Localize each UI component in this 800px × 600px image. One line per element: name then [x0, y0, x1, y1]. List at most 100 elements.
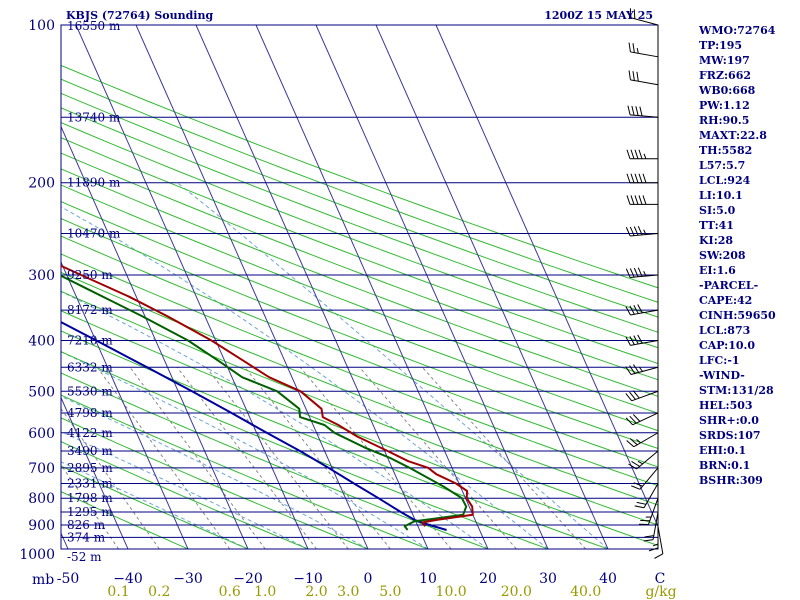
temperature-tick-label: −10 [293, 571, 323, 587]
wind-barb [648, 519, 659, 552]
wind-barb [630, 467, 659, 490]
stat-line: CAP:10.0 [699, 339, 756, 352]
pressure-tick-label: 100 [28, 18, 55, 34]
height-label: 11890 m [67, 176, 121, 190]
height-label: 10470 m [67, 227, 121, 241]
moist-adiabat-line [61, 206, 549, 549]
wind-barb-flag [630, 149, 635, 159]
dry-adiabat-line [61, 290, 658, 526]
mixing-ratio-label: 10.0 [436, 584, 467, 600]
dry-adiabat-line [61, 137, 658, 365]
wind-barb-flag [628, 463, 637, 470]
wind-barb-flag [629, 415, 637, 424]
wind-barb-flag [634, 195, 639, 205]
dry-adiabat-line [61, 310, 658, 547]
isotherm-line [135, 25, 369, 549]
pressure-tick-label: 800 [28, 491, 55, 507]
mixing-ratio-line [96, 366, 231, 549]
wind-barb [626, 195, 658, 205]
wind-barb-staff [630, 274, 659, 278]
wind-barb-staff [636, 450, 659, 470]
isotherm-line [75, 25, 309, 549]
mixing-ratio-label: 0.2 [148, 584, 170, 600]
dry-adiabat-line [61, 372, 490, 549]
parcel-trace [61, 321, 447, 531]
wind-barb-flag [638, 149, 643, 159]
isotherm-line [61, 125, 249, 549]
temperature-tick-label: −30 [173, 571, 203, 587]
height-label: 2331 m [67, 477, 113, 491]
wind-barb-half-flag [643, 229, 647, 235]
wind-barb [625, 390, 659, 402]
wind-barb-half-flag [636, 47, 639, 54]
stats-panel: WMO:72764 TP:195 MW:197 FRZ:662 WB0:668 PW:1.… [699, 23, 799, 488]
wind-barb-flag [625, 366, 632, 375]
wind-barb [626, 149, 658, 160]
dewpoint-trace [61, 274, 468, 531]
dry-adiabat-line [61, 92, 658, 318]
wind-barb [628, 70, 659, 86]
wind-barb [625, 412, 659, 426]
wind-barb-flag [644, 535, 654, 538]
dry-adiabat-line [61, 417, 370, 549]
stat-line: PW:1.12 [699, 99, 750, 112]
wind-barb-flag [627, 105, 631, 115]
dry-adiabat-line [61, 330, 610, 549]
wind-barb-flag [629, 8, 632, 18]
temperature-unit-label: C [655, 571, 666, 587]
wind-barb-flag [626, 440, 635, 448]
mixing-ratio-label: 40.0 [570, 584, 601, 600]
height-label: 4122 m [67, 426, 113, 440]
dry-adiabat-line [61, 78, 658, 303]
wind-barb-flag [629, 391, 636, 400]
wind-barb-staff [633, 432, 659, 448]
wind-barb-flag [633, 482, 643, 487]
wind-barb-staff [630, 309, 659, 316]
dry-adiabat-line [61, 253, 658, 487]
wind-barb-half-flag [643, 153, 647, 159]
dry-adiabat-line [61, 122, 658, 349]
wind-barb-flag [628, 70, 631, 80]
wind-barb-flag [638, 195, 643, 205]
stat-line: LFC:-1 [699, 354, 740, 367]
temperature-trace [61, 264, 474, 527]
dry-adiabat-line [61, 351, 550, 549]
temperature-tick-label: −20 [233, 571, 263, 587]
isotherm-line [0, 25, 13, 560]
wind-barb [625, 304, 659, 316]
wind-barb-staff [647, 498, 659, 525]
wind-barb-staff [652, 511, 659, 540]
wind-barb-staff [630, 51, 659, 58]
wind-barb-flag [633, 9, 636, 19]
stat-line: TH:5582 [699, 144, 753, 157]
wind-barb-flag [629, 268, 635, 278]
pressure-tick-label: 300 [28, 268, 55, 284]
mixing-ratio-label: 1.0 [254, 584, 276, 600]
temperature-tick-label: 40 [599, 571, 617, 587]
wind-barb-half-flag [636, 439, 641, 444]
wind-barb-flag [633, 364, 640, 373]
wind-barb-flag [643, 539, 654, 542]
pressure-tick-label: 700 [28, 461, 55, 477]
wind-barb [629, 8, 659, 26]
stat-line: SI:5.0 [699, 204, 736, 217]
dry-adiabat-line [61, 64, 658, 289]
isotherm-line [195, 25, 429, 549]
stat-line: WB0:668 [699, 84, 756, 97]
height-label: 2895 m [67, 461, 113, 475]
stat-line: WMO:72764 [699, 24, 776, 37]
pressure-tick-label: 400 [28, 333, 55, 349]
stat-line: RH:90.5 [699, 114, 750, 127]
wind-barb [628, 42, 659, 58]
dry-adiabat-line [61, 218, 658, 450]
isotherm-line [61, 260, 189, 549]
stat-line: -WIND- [699, 369, 745, 382]
wind-barb-flag [625, 227, 631, 237]
wind-barb-flag [634, 149, 639, 159]
wind-barb-flag [625, 336, 631, 346]
wind-barb [625, 364, 659, 376]
wind-barb [626, 173, 658, 184]
isotherm-line [315, 25, 549, 549]
wind-barb [634, 483, 659, 509]
